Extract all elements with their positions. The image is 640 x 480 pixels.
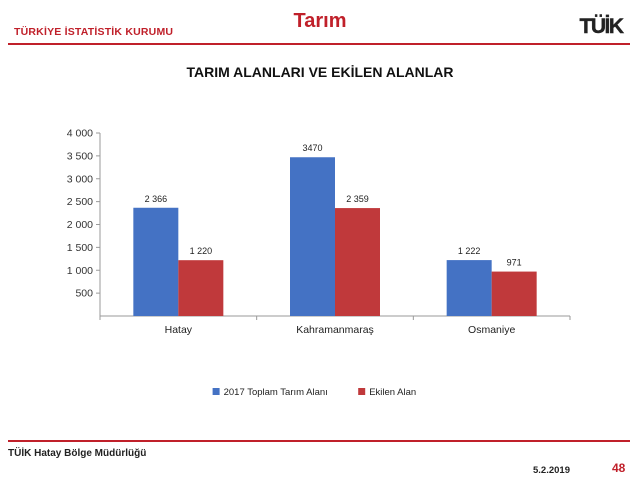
data-label: 1 220 (190, 246, 213, 256)
bar (491, 271, 537, 316)
y-tick-label: 3 500 (67, 150, 93, 162)
y-tick-label: 4 000 (67, 128, 93, 140)
footer-office-name: TÜİK Hatay Bölge Müdürlüğü (8, 448, 147, 459)
header-divider (8, 43, 630, 45)
bar-chart: 500 1 000 1 500 2 000 2 500 3 000 3 500 4 000 Ha… (67, 128, 571, 398)
bar (446, 260, 492, 316)
y-tick-label: 3 000 (67, 173, 93, 185)
y-tick-label: 2 000 (67, 219, 93, 231)
data-label: 2 359 (346, 194, 369, 204)
logo-wordmark: TÜİK (580, 15, 624, 37)
legend-swatch (358, 388, 366, 395)
legend-label: Ekilen Alan (369, 387, 416, 398)
bar (335, 208, 380, 316)
bar (178, 260, 224, 316)
chart-title: TARIM ALANLARI VE EKİLEN ALANLAR (186, 64, 454, 80)
y-tick-label: 2 500 (67, 196, 93, 208)
x-tick-label: Hatay (165, 324, 193, 336)
data-label: 971 (507, 258, 522, 268)
footer-date: 5.2.2019 (533, 465, 570, 476)
y-tick-label: 1 000 (67, 265, 93, 277)
footer-divider (8, 440, 630, 442)
data-label: 2 366 (145, 194, 168, 204)
legend-swatch (212, 388, 220, 395)
data-label: 3470 (302, 143, 322, 153)
tuik-logo: TÜİK (579, 15, 625, 37)
section-title: Tarım (293, 10, 347, 32)
bar (290, 157, 335, 316)
x-tick-label: Kahramanmaraş (296, 324, 374, 336)
slide-header: TÜRKİYE İSTATİSTİK KURUMU Tarım TÜİK (0, 0, 640, 46)
legend-label: 2017 Toplam Tarım Alanı (224, 387, 328, 398)
page-number: 48 (612, 461, 626, 475)
organization-name: TÜRKİYE İSTATİSTİK KURUMU (14, 26, 174, 38)
data-label: 1 222 (458, 246, 481, 256)
y-tick-label: 500 (75, 288, 93, 300)
bar (133, 207, 179, 316)
x-tick-label: Osmaniye (468, 324, 515, 336)
y-tick-label: 1 500 (67, 242, 93, 254)
